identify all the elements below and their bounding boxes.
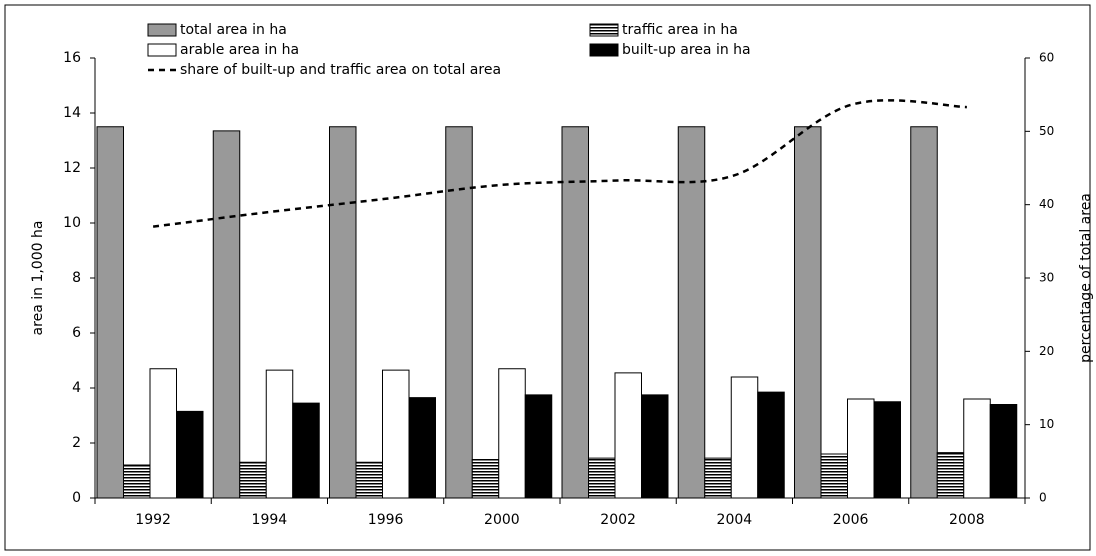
y2-tick-label: 30: [1039, 271, 1054, 285]
y-tick-label: 4: [72, 380, 81, 396]
y2-tick-label: 10: [1039, 417, 1054, 431]
bar: [292, 402, 320, 499]
bar: [873, 401, 901, 499]
y-tick-label: 6: [72, 325, 81, 341]
bar: [730, 376, 759, 499]
y2-tick-label: 60: [1039, 51, 1054, 65]
x-tick-label: 2008: [949, 512, 985, 528]
bar: [445, 126, 473, 499]
legend-label: traffic area in ha: [622, 22, 738, 38]
legend-swatch: [589, 43, 619, 57]
bar: [498, 368, 526, 499]
bar: [239, 461, 267, 499]
bar: [355, 461, 383, 499]
x-tick-label: 2004: [717, 512, 753, 528]
y2-tick-label: 0: [1039, 491, 1047, 505]
y-tick-label: 12: [63, 160, 81, 176]
bar: [677, 126, 706, 499]
y-tick-label: 2: [72, 435, 81, 451]
x-tick-label: 2006: [833, 512, 869, 528]
bar: [561, 126, 589, 499]
bar: [820, 453, 848, 499]
y-tick-label: 10: [63, 215, 81, 231]
bar: [757, 391, 785, 499]
legend-label: built-up area in ha: [622, 42, 751, 58]
bar: [382, 369, 410, 499]
y2-tick-label: 50: [1039, 124, 1054, 138]
legend-label: total area in ha: [180, 22, 287, 38]
bar: [96, 126, 124, 499]
legend-swatch: [147, 23, 177, 37]
y-tick-label: 0: [72, 490, 81, 506]
y-tick-label: 8: [72, 270, 81, 286]
bar: [265, 369, 294, 499]
bar: [588, 457, 616, 499]
legend-swatch: [589, 23, 619, 37]
y2-tick-label: 40: [1039, 197, 1054, 211]
legend-label: share of built-up and traffic area on to…: [180, 62, 501, 78]
x-tick-label: 1996: [368, 512, 404, 528]
y2-tick-label: 20: [1039, 344, 1054, 358]
legend-swatch: [147, 43, 177, 57]
bar: [123, 464, 151, 499]
bar: [614, 372, 642, 499]
bar: [471, 459, 500, 499]
bar: [408, 397, 436, 499]
bar: [910, 126, 938, 499]
chart-frame: [4, 4, 1091, 551]
bar: [847, 398, 875, 499]
legend-label: arable area in ha: [180, 42, 299, 58]
bar: [212, 130, 241, 499]
x-tick-label: 2002: [600, 512, 636, 528]
line-series: [152, 99, 967, 228]
bar: [524, 394, 553, 499]
bar: [963, 398, 991, 499]
bar: [149, 368, 177, 499]
bar: [936, 452, 965, 499]
bar: [794, 126, 822, 499]
bar: [704, 457, 732, 499]
bar: [989, 404, 1018, 499]
bar: [329, 126, 357, 499]
y2-axis-label: percentage of total area: [1078, 193, 1094, 363]
bar: [176, 410, 204, 499]
y-tick-label: 14: [63, 105, 81, 121]
y-tick-label: 16: [63, 50, 81, 66]
x-tick-label: 2000: [484, 512, 520, 528]
x-tick-label: 1992: [135, 512, 171, 528]
x-tick-label: 1994: [252, 512, 288, 528]
y-axis-label: area in 1,000 ha: [30, 221, 46, 336]
bar: [641, 394, 669, 499]
